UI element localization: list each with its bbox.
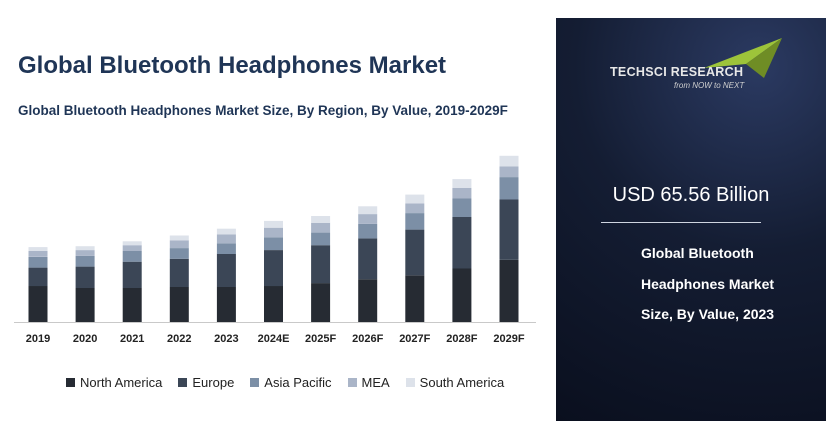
bar-segment-2024E-1 <box>264 250 283 287</box>
legend-item: Asia Pacific <box>250 375 332 390</box>
x-tick-label: 2027F <box>399 333 430 345</box>
x-tick-label: 2022 <box>167 333 191 345</box>
bar-segment-2025F-1 <box>311 245 331 284</box>
legend-label: Asia Pacific <box>264 375 332 390</box>
legend-item: MEA <box>347 375 390 390</box>
bar-segment-2022-3 <box>169 240 189 249</box>
page-title: Global Bluetooth Headphones Market <box>18 52 447 79</box>
bar-segment-2028F-1 <box>452 217 472 269</box>
bar-segment-2028F-4 <box>452 179 472 188</box>
bar-segment-2027F-1 <box>405 229 425 276</box>
x-tick-label: 2019 <box>26 333 50 345</box>
logo-mark-icon <box>704 38 782 78</box>
x-tick-label: 2023 <box>214 333 238 345</box>
legend-swatch <box>250 378 260 387</box>
bar-segment-2029F-3 <box>499 166 519 178</box>
bar-segment-2020-0 <box>75 288 95 322</box>
bar-segment-2021-1 <box>122 261 142 288</box>
bar-segment-2029F-2 <box>499 177 519 200</box>
bar-segment-2024E-0 <box>264 286 283 322</box>
bar-segment-2022-1 <box>169 258 189 287</box>
legend-swatch <box>405 378 415 387</box>
brand-logo: TECHSCI RESEARCH from NOW to NEXT <box>608 38 783 108</box>
bar-segment-2026F-3 <box>358 214 378 224</box>
bar-segment-2028F-0 <box>452 268 472 322</box>
legend-label: South America <box>419 375 505 390</box>
bar-segment-2029F-1 <box>499 199 519 260</box>
x-tick-label: 2024E <box>258 333 290 345</box>
x-tick-label: 2029F <box>493 333 524 345</box>
bar-segment-2021-3 <box>122 245 142 251</box>
legend-swatch <box>347 378 357 387</box>
bar-segment-2027F-0 <box>405 275 425 322</box>
bar-segment-2026F-0 <box>358 279 378 322</box>
bar-segment-2022-4 <box>169 235 189 241</box>
bar-segment-2026F-4 <box>358 206 378 215</box>
bar-segment-2024E-2 <box>264 237 283 250</box>
bar-segment-2022-2 <box>169 248 189 259</box>
bar-segment-2019-3 <box>28 251 48 257</box>
legend-item: South America <box>405 375 505 390</box>
bar-segment-2019-1 <box>28 267 48 287</box>
bar-segment-2019-0 <box>28 286 48 322</box>
bar-segment-2025F-0 <box>311 283 331 322</box>
bar-segment-2021-2 <box>122 251 142 262</box>
brand-tagline: from NOW to NEXT <box>674 81 745 90</box>
bar-segment-2026F-1 <box>358 238 378 280</box>
market-value: USD 65.56 Billion <box>612 184 770 206</box>
bar-segment-2025F-2 <box>311 232 331 246</box>
bar-segment-2029F-4 <box>499 155 519 167</box>
bar-segment-2021-0 <box>122 288 142 322</box>
bar-segment-2024E-4 <box>264 220 283 228</box>
bar-segment-2020-1 <box>75 266 95 288</box>
bar-segment-2023-1 <box>216 253 236 287</box>
x-tick-label: 2028F <box>446 333 477 345</box>
bar-segment-2023-3 <box>216 234 236 244</box>
bar-chart: 2019 2020 2021 2022 2023 2024E 2025F 2026F 2027F… <box>14 155 536 345</box>
legend-label: MEA <box>361 375 390 390</box>
bar-segment-2020-2 <box>75 255 95 267</box>
divider <box>601 222 761 223</box>
chart-panel: Global Bluetooth Headphones Market Globa… <box>14 52 536 390</box>
market-value-description: Global Bluetooth Headphones Market Size,… <box>641 245 775 322</box>
bar-segment-2019-4 <box>28 247 48 251</box>
bar-segment-2025F-3 <box>311 222 331 233</box>
bar-segment-2023-2 <box>216 243 236 254</box>
bar-segment-2029F-0 <box>499 259 519 322</box>
x-tick-label: 2020 <box>73 333 97 345</box>
x-tick-label: 2021 <box>120 333 144 345</box>
chart-subtitle: Global Bluetooth Headphones Market Size,… <box>18 103 508 118</box>
bar-segment-2028F-2 <box>452 198 472 217</box>
chart-legend: North America Europe Asia Pacific MEA South … <box>66 375 504 390</box>
bar-segment-2024E-3 <box>264 227 283 238</box>
legend-label: North America <box>80 375 163 390</box>
legend-swatch <box>178 378 188 387</box>
bar-segment-2022-0 <box>169 287 189 322</box>
bar-segment-2023-0 <box>216 287 236 322</box>
bar-segment-2020-3 <box>75 250 95 256</box>
bar-segment-2026F-2 <box>358 223 378 239</box>
bar-segment-2023-4 <box>216 228 236 235</box>
legend-swatch <box>66 378 75 387</box>
brand-name: TECHSCI RESEARCH <box>610 65 744 79</box>
bar-segment-2020-4 <box>75 246 95 251</box>
bar-segment-2027F-2 <box>405 213 425 230</box>
x-tick-label: 2026F <box>352 333 383 345</box>
x-tick-label: 2025F <box>305 333 336 345</box>
legend-item: Europe <box>178 375 234 390</box>
bar-segment-2027F-3 <box>405 203 425 214</box>
bar-segment-2028F-3 <box>452 187 472 199</box>
bar-segment-2019-2 <box>28 256 48 268</box>
info-panel: TECHSCI RESEARCH from NOW to NEXT USD 65… <box>556 18 826 421</box>
legend-item: North America <box>66 375 162 390</box>
bar-segment-2027F-4 <box>405 194 425 204</box>
bar-segment-2025F-4 <box>311 216 331 223</box>
bar-segment-2021-4 <box>122 241 142 246</box>
legend-label: Europe <box>192 375 235 390</box>
